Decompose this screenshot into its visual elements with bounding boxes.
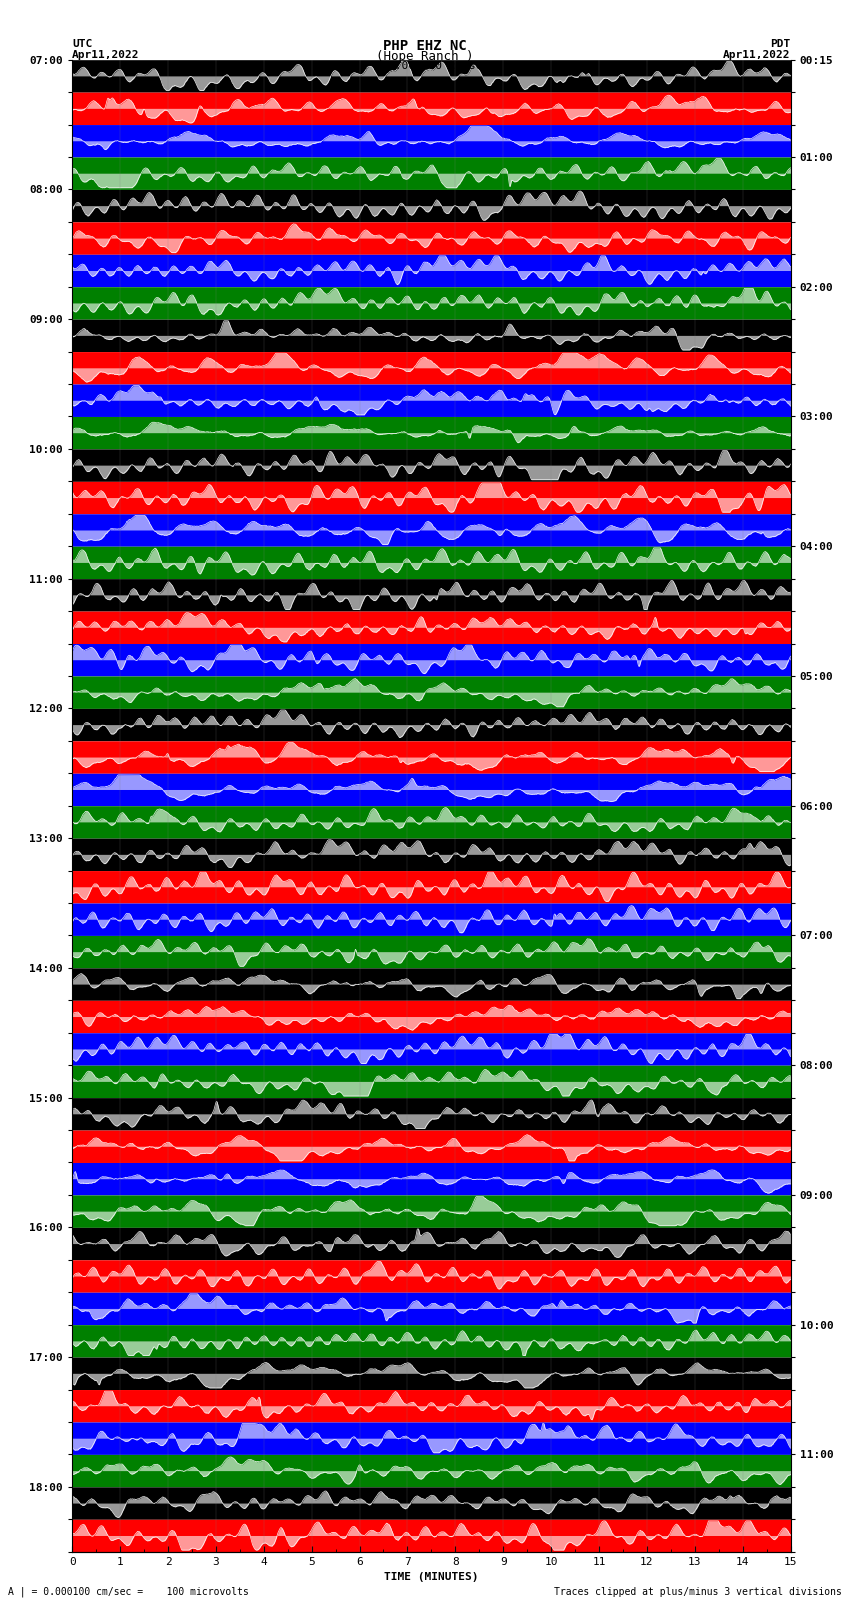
- Text: (Hope Ranch ): (Hope Ranch ): [377, 50, 473, 63]
- Text: PDT: PDT: [770, 39, 790, 48]
- Text: Apr11,2022: Apr11,2022: [72, 50, 139, 60]
- Text: UTC: UTC: [72, 39, 93, 48]
- X-axis label: TIME (MINUTES): TIME (MINUTES): [384, 1573, 479, 1582]
- Text: A | = 0.000100 cm/sec =    100 microvolts: A | = 0.000100 cm/sec = 100 microvolts: [8, 1586, 249, 1597]
- Text: PHP EHZ NC: PHP EHZ NC: [383, 39, 467, 53]
- Text: Traces clipped at plus/minus 3 vertical divisions: Traces clipped at plus/minus 3 vertical …: [553, 1587, 842, 1597]
- Text: I = 0.000100 cm/sec: I = 0.000100 cm/sec: [361, 61, 489, 71]
- Text: Apr11,2022: Apr11,2022: [723, 50, 791, 60]
